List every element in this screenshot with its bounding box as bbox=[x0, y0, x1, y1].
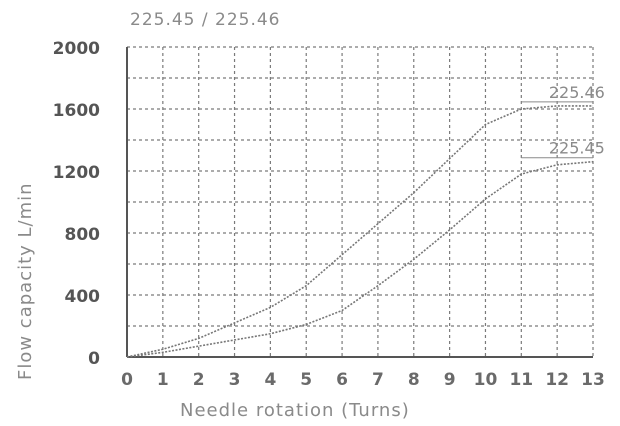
y-tick-label: 800 bbox=[65, 225, 101, 245]
x-tick-label: 3 bbox=[229, 370, 241, 390]
x-tick-label: 0 bbox=[121, 370, 133, 390]
chart-title: 225.45 / 225.46 bbox=[130, 10, 281, 30]
x-tick-label: 5 bbox=[300, 370, 312, 390]
x-tick-label: 9 bbox=[444, 370, 456, 390]
series-line-225-46 bbox=[126, 105, 593, 358]
x-tick-label: 7 bbox=[372, 370, 384, 390]
x-tick-label: 8 bbox=[408, 370, 420, 390]
x-tick-label: 6 bbox=[336, 370, 348, 390]
x-tick-label: 13 bbox=[581, 370, 605, 390]
x-tick-label: 4 bbox=[264, 370, 276, 390]
y-tick-label: 0 bbox=[88, 349, 100, 369]
x-tick-label: 10 bbox=[474, 370, 498, 390]
x-tick-label: 2 bbox=[193, 370, 205, 390]
x-tick-label: 11 bbox=[509, 370, 533, 390]
y-tick-label: 1600 bbox=[53, 101, 100, 121]
y-axis-label: Flow capacity L/min bbox=[15, 182, 36, 380]
y-tick-label: 400 bbox=[65, 287, 101, 307]
series-label: 225.45 bbox=[549, 139, 605, 158]
series-line-225-45 bbox=[126, 160, 594, 358]
x-tick-label: 12 bbox=[545, 370, 569, 390]
y-tick-label: 2000 bbox=[53, 39, 100, 59]
y-tick-label: 1200 bbox=[53, 163, 100, 183]
series-label: 225.46 bbox=[549, 83, 605, 102]
x-axis-label: Needle rotation (Turns) bbox=[180, 400, 410, 421]
x-tick-label: 1 bbox=[157, 370, 169, 390]
